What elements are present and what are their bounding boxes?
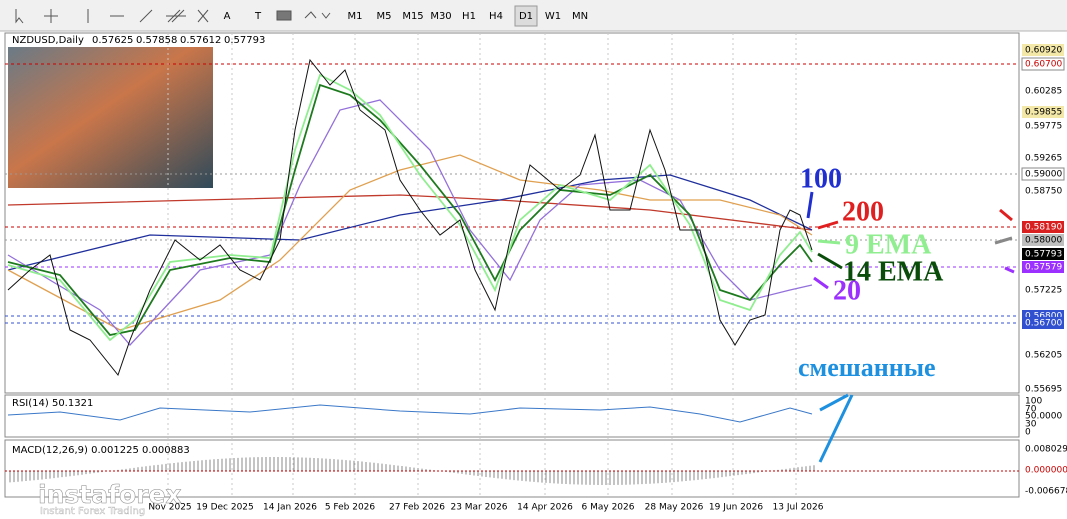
ma-100	[7, 174, 813, 271]
date-label: 6 May 2026	[582, 503, 635, 513]
rsi-scale: 0	[1025, 428, 1031, 438]
date-label: 28 May 2026	[645, 503, 704, 513]
price-label: 0.58000	[1025, 236, 1062, 246]
price-label: 0.56800	[1025, 312, 1062, 322]
quote-value: 0.57793	[224, 35, 265, 46]
price-label: 0.59855	[1025, 108, 1062, 118]
price-label-bg	[1022, 248, 1064, 260]
price-label: 0.60700	[1025, 60, 1062, 70]
price-label-bg	[1022, 106, 1064, 118]
price-label-bg	[1021, 167, 1065, 181]
timeframe-button[interactable]: M15	[402, 11, 423, 22]
macd-scale: 0.000000	[1025, 466, 1067, 476]
price-label: 0.56700	[1025, 319, 1062, 329]
annotation-mixed: смешанные	[798, 353, 936, 382]
quote-value: 0.57612	[180, 35, 221, 46]
ma-50	[7, 154, 813, 331]
rsi-label: RSI(14) 50.1321	[12, 398, 93, 409]
timeframe-button[interactable]: D1	[519, 11, 533, 22]
price-label: 0.56205	[1025, 351, 1062, 361]
currency-photo	[8, 47, 213, 188]
watermark-tagline: Instant Forex Trading	[40, 506, 145, 517]
annotation-20: 20	[833, 275, 861, 306]
timeframe-button[interactable]: M5	[377, 11, 392, 22]
timeframe-button[interactable]: M1	[348, 11, 363, 22]
price-label: 0.60920	[1025, 46, 1062, 56]
date-label: 5 Feb 2026	[325, 503, 376, 513]
price-label-bg	[1022, 317, 1064, 329]
price-label-bg	[1022, 261, 1064, 273]
timeframe-button[interactable]: W1	[545, 11, 561, 22]
tool-button[interactable]: T	[254, 11, 262, 22]
price-label: 0.58190	[1025, 223, 1062, 233]
date-label: 19 Dec 2025	[196, 503, 254, 513]
timeframe-button[interactable]: MN	[572, 11, 588, 22]
price-label-bg	[1022, 44, 1064, 56]
date-label: 23 Mar 2026	[450, 503, 507, 513]
quote-value: 0.57625	[92, 35, 133, 46]
macd-label: MACD(12,26,9) 0.001225 0.000883	[12, 445, 190, 456]
timeframe-button[interactable]: H4	[489, 11, 503, 22]
indicator-lines	[7, 58, 813, 423]
symbol: NZDUSD,Daily	[12, 35, 84, 46]
price-label-bg	[1022, 221, 1064, 233]
date-label: 14 Apr 2026	[517, 503, 573, 513]
price-label: 0.57793	[1025, 250, 1062, 260]
ma-20	[7, 99, 813, 346]
price-label: 0.55695	[1025, 385, 1062, 395]
price-line	[7, 58, 813, 377]
rsi-panel	[4, 394, 1020, 438]
price-label: 0.59000	[1025, 170, 1062, 180]
ema-14	[7, 83, 813, 336]
date-label: 13 Jul 2026	[773, 503, 824, 513]
price-label-bg	[1022, 234, 1064, 246]
tool-button[interactable]: A	[224, 11, 231, 22]
rsi-scale: 50.0000	[1025, 412, 1062, 422]
timeframe-button[interactable]: H1	[462, 11, 476, 22]
price-label: 0.60285	[1025, 87, 1062, 97]
price-label: 0.57225	[1025, 286, 1062, 296]
pressed-timeframe	[514, 5, 538, 27]
arrows	[806, 191, 1015, 463]
quote-value: 0.57858	[136, 35, 177, 46]
macd-scale: 0.008029	[1025, 445, 1067, 455]
rsi-scale: 100	[1025, 397, 1042, 407]
price-label-bg	[1021, 57, 1065, 71]
watermark-brand: instaforex	[38, 480, 182, 509]
annotation-ema14: 14 EMA	[843, 256, 944, 287]
annotation-200: 200	[842, 196, 884, 227]
price-label: 0.58750	[1025, 187, 1062, 197]
date-label: 14 Jan 2026	[263, 503, 317, 513]
ema-9	[7, 73, 813, 342]
date-label: 27 Feb 2026	[389, 503, 445, 513]
annotation-ema9: 9 EMA	[845, 229, 932, 260]
rsi-line	[7, 404, 813, 423]
price-label: 0.59775	[1025, 122, 1062, 132]
date-label: 19 Jun 2026	[709, 503, 763, 513]
tool-icons	[15, 9, 331, 24]
ma-200	[7, 194, 813, 231]
rsi-scale: 70	[1025, 405, 1037, 415]
annotation-100: 100	[800, 163, 842, 194]
rsi-scale: 30	[1025, 420, 1037, 430]
timeframe-button[interactable]: M30	[430, 11, 451, 22]
macd-histogram	[9, 457, 815, 485]
date-label: Nov 2025	[148, 503, 191, 513]
price-label: 0.59265	[1025, 154, 1062, 164]
price-label: 0.57579	[1025, 263, 1062, 273]
macd-scale: -0.006678	[1025, 487, 1067, 497]
